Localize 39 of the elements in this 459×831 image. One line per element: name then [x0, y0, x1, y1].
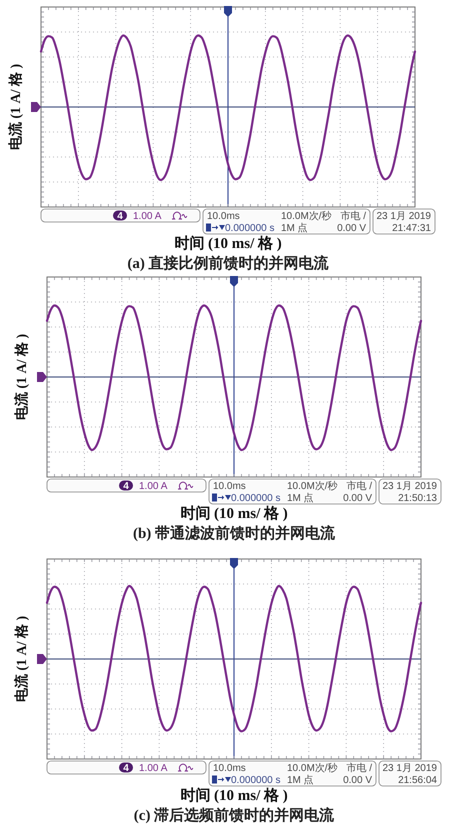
text: 1M 点 [287, 492, 314, 504]
y-axis-title: 电流 (1 A/ 格 ) [13, 616, 30, 702]
y-axis-title: 电流 (1 A/ 格 ) [7, 64, 24, 150]
text: 4 [123, 481, 130, 492]
x-axis-title: 时间 (10 ms/ 格 ) [174, 235, 282, 252]
text: 市电 / [346, 762, 372, 774]
text: 10.0ms [207, 211, 240, 222]
text: 21:56:04 [398, 775, 438, 786]
text: 4 [117, 211, 124, 222]
text: 4 [123, 763, 130, 774]
text: 0.00 V [343, 775, 372, 786]
text: (c) 滞后选频前馈时的并网电流 [134, 806, 336, 824]
text: 0.000000 s [231, 775, 280, 786]
text: (a) 直接比例前馈时的并网电流 [127, 254, 330, 272]
text: 1.00 A [139, 481, 168, 492]
x-axis-title: 时间 (10 ms/ 格 ) [180, 505, 288, 522]
text: 23 1月 2019 [376, 211, 432, 222]
text: 市电 / [346, 480, 372, 492]
text: 21:50:13 [398, 493, 438, 504]
text: 10.0ms [213, 763, 246, 774]
text: 21:47:31 [392, 223, 432, 234]
text: 1M 点 [287, 774, 314, 786]
text: 0.000000 s [225, 223, 274, 234]
y-axis-title: 电流 (1 A/ 格 ) [13, 334, 30, 420]
text: 10.0ms [213, 481, 246, 492]
text: 市电 / [340, 210, 366, 222]
text: 23 1月 2019 [382, 481, 438, 492]
x-axis-title: 时间 (10 ms/ 格 ) [180, 787, 288, 804]
text: 0.000000 s [231, 493, 280, 504]
text: 10.0M次/秒 [287, 480, 338, 492]
text: 0.00 V [337, 223, 366, 234]
text: 10.0M次/秒 [287, 762, 338, 774]
text: (b) 带通滤波前馈时的并网电流 [132, 524, 336, 542]
text: 23 1月 2019 [382, 763, 438, 774]
text: 1.00 A [139, 763, 168, 774]
text: 0.00 V [343, 493, 372, 504]
text: 1.00 A [133, 211, 162, 222]
text: 10.0M次/秒 [281, 210, 332, 222]
text: 1M 点 [281, 222, 308, 234]
